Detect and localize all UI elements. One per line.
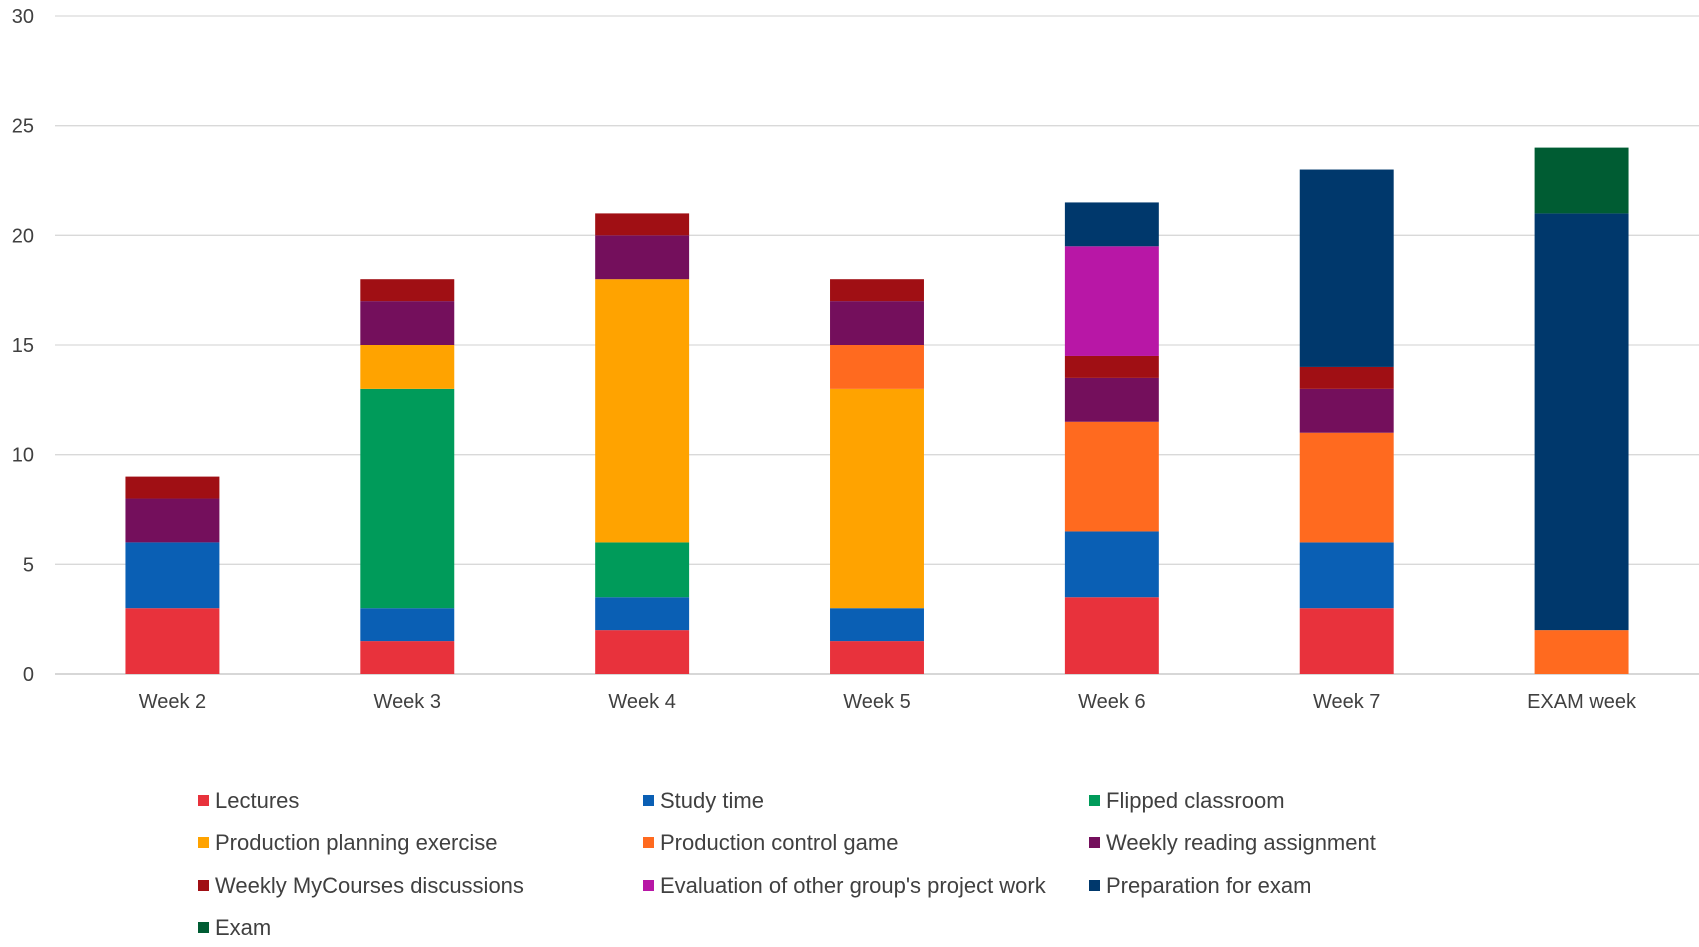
- legend-item: Production control game: [643, 830, 898, 855]
- bar-segment: [1064, 377, 1159, 422]
- y-tick-label: 10: [12, 445, 34, 467]
- x-tick-label: Week 4: [608, 691, 675, 713]
- legend-label: Lectures: [215, 788, 299, 813]
- legend-label: Production planning exercise: [215, 830, 498, 855]
- bar-segment: [595, 235, 690, 280]
- legend-label: Weekly MyCourses discussions: [215, 873, 524, 898]
- bar-segment: [360, 301, 455, 345]
- bar-segment: [125, 476, 220, 499]
- legend-swatch: [198, 922, 209, 933]
- bar-segment: [1299, 388, 1394, 433]
- bar-segment: [360, 279, 455, 302]
- bar-segment: [360, 608, 455, 642]
- bar-segment: [1064, 421, 1159, 532]
- legend-item: Study time: [643, 788, 764, 813]
- legend-item: Weekly reading assignment: [1089, 830, 1376, 855]
- legend: Lectures Study time Flipped classroom Produ…: [198, 788, 1376, 940]
- bar-segment: [1064, 246, 1159, 356]
- bar-segment: [1299, 542, 1394, 609]
- bar-segment: [595, 630, 690, 674]
- bar-segment: [830, 301, 924, 345]
- legend-item: Exam: [198, 915, 271, 940]
- legend-swatch: [643, 795, 654, 806]
- legend-item: Lectures: [198, 788, 299, 813]
- y-tick-label: 20: [12, 225, 34, 247]
- bar-segment: [830, 388, 924, 609]
- legend-swatch: [1089, 837, 1100, 848]
- bar-segment: [360, 345, 455, 389]
- bar-segment: [830, 345, 924, 389]
- legend-swatch: [1089, 795, 1100, 806]
- x-tick-label: Week 6: [1078, 691, 1145, 713]
- legend-label: Evaluation of other group's project work: [660, 873, 1047, 898]
- x-tick-label: Week 7: [1313, 691, 1380, 713]
- y-tick-label: 15: [12, 335, 34, 357]
- bar-segment: [1299, 169, 1394, 367]
- legend-item: Weekly MyCourses discussions: [198, 873, 524, 898]
- legend-item: Preparation for exam: [1089, 873, 1311, 898]
- bar-segment: [125, 542, 220, 609]
- legend-label: Weekly reading assignment: [1106, 830, 1376, 855]
- legend-swatch: [198, 795, 209, 806]
- bar-segment: [1534, 213, 1629, 631]
- legend-label: Exam: [215, 915, 271, 940]
- legend-swatch: [198, 837, 209, 848]
- legend-label: Flipped classroom: [1106, 788, 1285, 813]
- legend-item: Evaluation of other group's project work: [643, 873, 1047, 898]
- bar-segment: [360, 641, 455, 674]
- bar-segment: [125, 608, 220, 674]
- bar-segment: [830, 279, 924, 302]
- bar-segment: [1064, 597, 1159, 674]
- y-tick-label: 0: [23, 664, 34, 686]
- legend-label: Preparation for exam: [1106, 873, 1311, 898]
- bar-segment: [1299, 608, 1394, 674]
- bar-segment: [125, 498, 220, 543]
- bar-segment: [1534, 630, 1629, 674]
- y-axis-ticks: 0 5 10 15 20 25 30: [12, 6, 34, 686]
- legend-swatch: [643, 880, 654, 891]
- bar-segment: [595, 597, 690, 631]
- y-tick-label: 30: [12, 6, 34, 28]
- bar-segment: [1064, 202, 1159, 247]
- bars: [125, 147, 1629, 674]
- bar-segment: [1064, 531, 1159, 598]
- legend-item: Flipped classroom: [1089, 788, 1285, 813]
- x-tick-label: EXAM week: [1527, 691, 1637, 713]
- y-tick-label: 5: [23, 554, 34, 576]
- bar-segment: [595, 279, 690, 543]
- bar-segment: [830, 641, 924, 674]
- y-tick-label: 25: [12, 116, 34, 138]
- bar-segment: [1299, 432, 1394, 543]
- bar-segment: [1064, 355, 1159, 378]
- legend-item: Production planning exercise: [198, 830, 498, 855]
- bar-segment: [360, 388, 455, 609]
- legend-label: Study time: [660, 788, 764, 813]
- bar-segment: [1534, 147, 1629, 214]
- x-axis-labels: Week 2 Week 3 Week 4 Week 5 Week 6 Week 7 EXAM…: [139, 691, 1637, 713]
- legend-swatch: [1089, 880, 1100, 891]
- x-tick-label: Week 3: [374, 691, 441, 713]
- x-tick-label: Week 5: [843, 691, 910, 713]
- bar-segment: [1299, 366, 1394, 389]
- bar-segment: [595, 213, 690, 236]
- bar-segment: [595, 542, 690, 598]
- bar-segment: [830, 608, 924, 642]
- x-tick-label: Week 2: [139, 691, 206, 713]
- legend-swatch: [198, 880, 209, 891]
- legend-swatch: [643, 837, 654, 848]
- legend-label: Production control game: [660, 830, 898, 855]
